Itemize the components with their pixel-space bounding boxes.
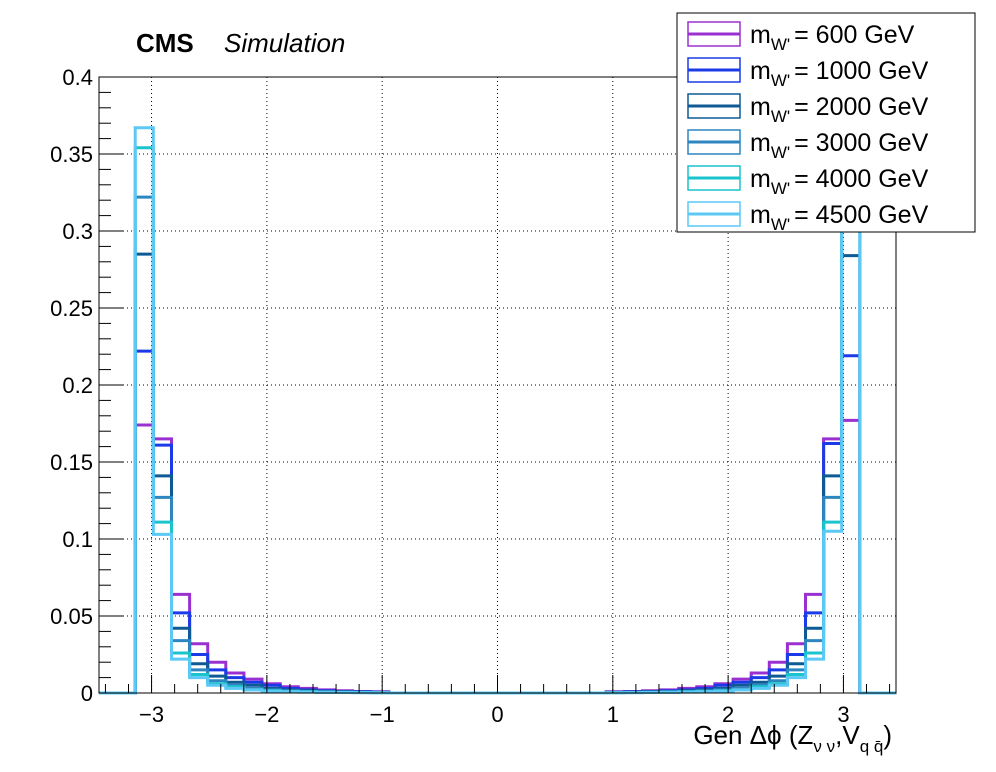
x-tick-label: −3 [139, 702, 164, 727]
legend-label-prefix: m [750, 57, 771, 85]
legend-label-sub: W' [771, 71, 790, 90]
x-axis-title: Gen Δϕ (Zν ν,Vq q̄) [693, 720, 892, 756]
legend-label-sub: W' [771, 107, 790, 126]
x-axis-title-sub2: q q̄ [860, 737, 884, 756]
legend-entry: mW' = 4000 GeV [687, 165, 929, 198]
x-axis-title-suffix: ) [883, 720, 892, 750]
legend-entry: mW' = 4500 GeV [687, 201, 929, 234]
legend-label-prefix: m [750, 201, 771, 229]
legend-entry: mW' = 600 GeV [687, 21, 915, 54]
legend-label-prefix: m [750, 21, 771, 49]
y-tick-label: 0.05 [50, 604, 93, 629]
legend-label: mW' = 4500 GeV [750, 201, 929, 234]
y-tick-label: 0.25 [50, 296, 93, 321]
legend-label-name: = 1000 GeV [794, 57, 928, 85]
legend-box [676, 12, 976, 233]
legend-label-name: = 4000 GeV [794, 165, 928, 193]
legend-label-sub: W' [771, 179, 790, 198]
legend-label: mW' = 600 GeV [750, 21, 915, 54]
x-tick-label: 3 [837, 702, 849, 727]
axis-tick-labels: −3 −2 −1 0 1 2 3 0 0.05 0.1 0.15 0.2 0.25 0.3 0.35 0.4 [50, 65, 849, 727]
legend-label-sub: W' [771, 35, 790, 54]
x-tick-label: −2 [254, 702, 279, 727]
legend-label-prefix: m [750, 129, 771, 157]
x-tick-label: −1 [370, 702, 395, 727]
y-tick-label: 0 [81, 681, 93, 706]
legend-label-name: = 2000 GeV [794, 93, 928, 121]
x-axis-title-sub1: ν ν [813, 737, 835, 756]
x-tick-label: 1 [607, 702, 619, 727]
y-tick-label: 0.3 [62, 219, 93, 244]
y-tick-label: 0.35 [50, 142, 93, 167]
legend-entry: mW' = 1000 GeV [687, 57, 929, 90]
grid-lines [99, 76, 896, 694]
legend-label-name: = 600 GeV [794, 21, 915, 49]
legend-label-name: = 3000 GeV [794, 129, 928, 157]
x-tick-label: 2 [722, 702, 734, 727]
y-tick-label: 0.15 [50, 450, 93, 475]
legend-entry: mW' = 2000 GeV [687, 93, 929, 126]
x-axis-title-mid: ,V [835, 720, 860, 750]
legend-label-prefix: m [750, 165, 771, 193]
legend-label-name: = 4500 GeV [794, 201, 928, 229]
x-tick-label: 0 [491, 702, 503, 727]
legend-label-prefix: m [750, 93, 771, 121]
y-tick-label: 0.1 [62, 527, 93, 552]
simulation-label: Simulation [224, 28, 345, 58]
legend-label-sub: W' [771, 143, 790, 162]
legend-label: mW' = 3000 GeV [750, 129, 929, 162]
cms-label: CMS [136, 28, 194, 58]
legend-entry: mW' = 3000 GeV [687, 129, 929, 162]
legend-label: mW' = 4000 GeV [750, 165, 929, 198]
legend-label: mW' = 1000 GeV [750, 57, 929, 90]
axis-ticks [99, 76, 891, 694]
y-tick-label: 0.4 [62, 65, 93, 90]
y-tick-label: 0.2 [62, 373, 93, 398]
legend-label: mW' = 2000 GeV [750, 93, 929, 126]
x-axis-title-prefix: Gen Δϕ (Z [693, 720, 813, 750]
legend-label-sub: W' [771, 215, 790, 234]
